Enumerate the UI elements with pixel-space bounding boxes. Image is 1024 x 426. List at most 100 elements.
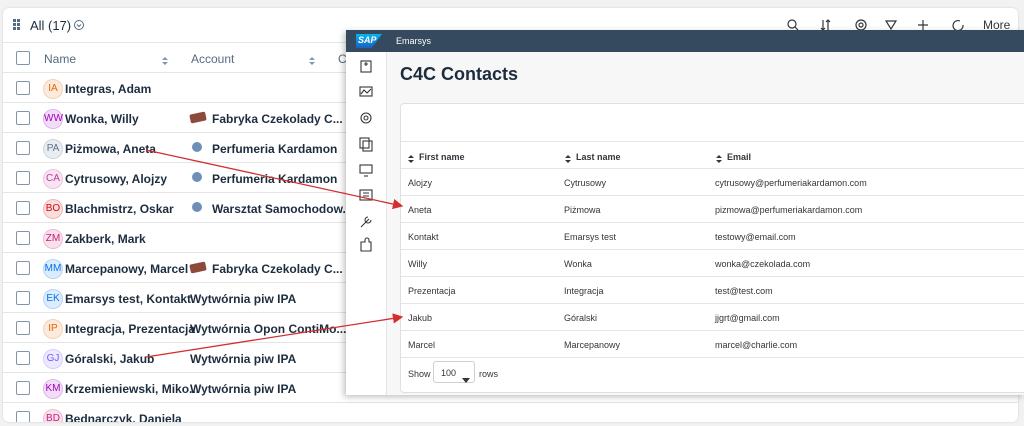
contact-name[interactable]: Piżmowa, Aneta [65, 142, 156, 156]
cell: Kontakt [408, 232, 439, 242]
row-checkbox[interactable] [16, 81, 30, 95]
table-row[interactable]: Marcel Marcepanowy marcel@charlie.com [401, 331, 1024, 358]
avatar: CA [43, 169, 63, 189]
avatar: BD [43, 409, 63, 422]
cell: jjgrt@gmail.com [715, 313, 780, 323]
list-count: (17) [48, 18, 72, 33]
row-checkbox[interactable] [16, 141, 30, 155]
sidebar [346, 52, 387, 395]
list-row[interactable]: KM Krzemieniewski, Miko... Wytwórnia piw I… [3, 373, 1018, 403]
row-checkbox[interactable] [16, 291, 30, 305]
overlay-window: SAP Emarsys C4C Contacts First name Last … [346, 30, 1024, 395]
avatar: KM [43, 379, 63, 399]
sort-icon[interactable] [407, 151, 415, 163]
account-name[interactable]: Fabryka Czekolady C... [212, 112, 343, 126]
table-row[interactable]: Jakub Góralski jjgrt@gmail.com [401, 304, 1024, 331]
account-name[interactable]: Wytwórnia piw IPA [190, 352, 297, 366]
cell: Piżmowa [564, 205, 601, 215]
caret [462, 370, 470, 383]
account-name[interactable]: Wytwórnia piw IPA [190, 382, 297, 396]
column-header[interactable]: Name [44, 52, 77, 66]
row-checkbox[interactable] [16, 261, 30, 275]
contact-name[interactable]: Góralski, Jakub [65, 352, 155, 366]
content: C4C Contacts First name Last name Email Alo… [387, 52, 1024, 395]
row-checkbox[interactable] [16, 351, 30, 365]
sort-icon[interactable] [564, 151, 572, 163]
list-title[interactable]: All [30, 18, 45, 33]
row-checkbox[interactable] [16, 111, 30, 125]
row-checkbox[interactable] [16, 171, 30, 185]
account-icon [192, 142, 202, 152]
column-header[interactable]: First name [419, 152, 465, 162]
account-name[interactable]: Warsztat Samochodow... [212, 202, 353, 216]
cell: cytrusowy@perfumeriakardamon.com [715, 178, 867, 188]
account-name[interactable]: Fabryka Czekolady C... [212, 262, 343, 276]
app-name: Emarsys [396, 36, 432, 46]
separator [401, 330, 1024, 331]
separator [401, 249, 1024, 250]
account-name[interactable]: Perfumeria Kardamon [212, 172, 338, 186]
sidebar-icons[interactable] [346, 52, 386, 292]
contact-name[interactable]: Zakberk, Mark [65, 232, 146, 246]
page-size: 100 [441, 368, 457, 378]
contact-name[interactable]: Integras, Adam [65, 82, 152, 96]
select-all-checkbox[interactable] [16, 51, 30, 65]
cell: Góralski [564, 313, 598, 323]
contact-name[interactable]: Krzemieniewski, Miko... [65, 382, 200, 396]
sort-glyph [716, 155, 722, 163]
contact-name[interactable]: Wonka, Willy [65, 112, 139, 126]
account-name[interactable]: Wytwórnia piw IPA [190, 292, 297, 306]
account-name[interactable]: Wytwórnia Opon ContiMo... [190, 322, 347, 336]
avatar: GJ [43, 349, 63, 369]
contact-name[interactable]: Cytrusowy, Alojzy [65, 172, 168, 186]
sort-glyph [565, 155, 571, 163]
cell: Wonka [564, 259, 592, 269]
separator [401, 276, 1024, 277]
caret-glyph [462, 378, 470, 383]
column-header[interactable]: Email [727, 152, 752, 162]
table-row[interactable]: Kontakt Emarsys test testowy@email.com [401, 223, 1024, 250]
column-header[interactable]: C [338, 52, 347, 66]
account-name[interactable]: Perfumeria Kardamon [212, 142, 338, 156]
separator [401, 168, 1024, 169]
cell: Willy [408, 259, 427, 269]
cell: Marcepanowy [564, 340, 621, 350]
separator [401, 195, 1024, 196]
avatar: ZM [43, 229, 63, 249]
row-checkbox[interactable] [16, 321, 30, 335]
cell: marcel@charlie.com [715, 340, 798, 350]
row-checkbox[interactable] [16, 201, 30, 215]
avatar: MM [43, 259, 63, 279]
table-row[interactable]: Aneta Piżmowa pizmowa@perfumeriakardamon.c… [401, 196, 1024, 223]
sort-icon[interactable] [161, 53, 169, 65]
dropdown-icon[interactable] [73, 19, 85, 31]
row-checkbox[interactable] [16, 381, 30, 395]
sort-icon[interactable] [715, 151, 723, 163]
cell: Integracja [564, 286, 604, 296]
column-header[interactable]: Account [191, 52, 235, 66]
row-checkbox[interactable] [16, 411, 30, 422]
contact-name[interactable]: Blachmistrz, Oskar [65, 202, 174, 216]
sort-icon[interactable] [308, 53, 316, 65]
column-header[interactable]: Last name [576, 152, 621, 162]
separator [401, 303, 1024, 304]
contact-name[interactable]: Bednarczyk, Daniela [65, 412, 182, 422]
list-row[interactable]: BD Bednarczyk, Daniela [3, 403, 1018, 422]
contact-name[interactable]: Marcepanowy, Marcel [65, 262, 189, 276]
contact-name[interactable]: Integracja, Prezentacja [65, 322, 196, 336]
account-icon [189, 111, 207, 124]
avatar: IA [43, 79, 63, 99]
contact-name[interactable]: Emarsys test, Kontakt [65, 292, 192, 306]
sort-glyph [162, 57, 168, 65]
table-row[interactable]: Alojzy Cytrusowy cytrusowy@perfumeriakarda… [401, 169, 1024, 196]
table-row[interactable]: Willy Wonka wonka@czekolada.com [401, 250, 1024, 277]
sort-glyph [408, 155, 414, 163]
table-row[interactable]: Prezentacja Integracja test@test.com [401, 277, 1024, 304]
separator [401, 141, 1024, 142]
more-button[interactable]: More [983, 18, 1011, 32]
page-size-select[interactable]: 100 [433, 361, 475, 383]
avatar: EK [43, 289, 63, 309]
toolbar-icons[interactable] [783, 17, 993, 33]
row-checkbox[interactable] [16, 231, 30, 245]
